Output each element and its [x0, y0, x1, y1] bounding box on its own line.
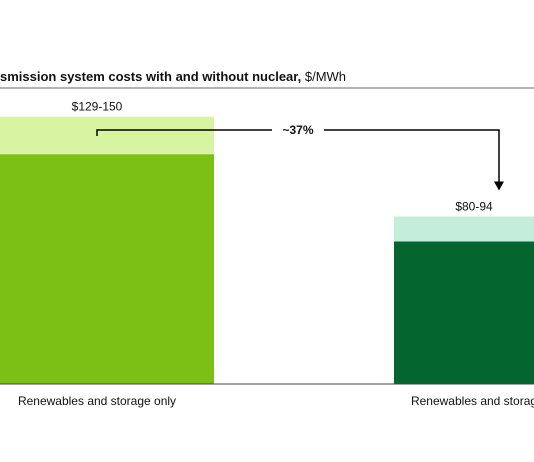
category-label-1: Renewables and storage only	[18, 394, 176, 408]
data-label-2: $80-94	[455, 200, 493, 214]
bars-group	[0, 116, 534, 384]
bar-base-2	[394, 241, 534, 384]
category-label-2: Renewables and storag	[411, 394, 534, 408]
bar-range-2	[394, 216, 534, 242]
annotation-label-bg	[272, 121, 324, 139]
bar-range-1	[0, 116, 214, 155]
annotation-label: ~37%	[282, 123, 313, 137]
annotation-arrowhead	[494, 181, 504, 191]
labels-group: $129-150 Renewables and storage only $80-9…	[18, 100, 534, 408]
bar-base-1	[0, 154, 214, 384]
chart-title-unit: $/MWh	[301, 69, 346, 84]
data-label-1: $129-150	[72, 100, 123, 114]
change-annotation: ~37%	[96, 121, 504, 191]
chart-title: smission system costs with and without n…	[0, 69, 346, 84]
